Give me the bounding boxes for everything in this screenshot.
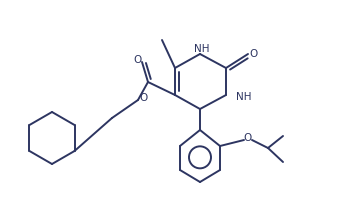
Text: NH: NH	[236, 92, 251, 102]
Text: O: O	[139, 93, 147, 103]
Text: O: O	[133, 55, 141, 65]
Text: O: O	[250, 49, 258, 59]
Text: O: O	[244, 133, 252, 143]
Text: NH: NH	[194, 44, 210, 54]
